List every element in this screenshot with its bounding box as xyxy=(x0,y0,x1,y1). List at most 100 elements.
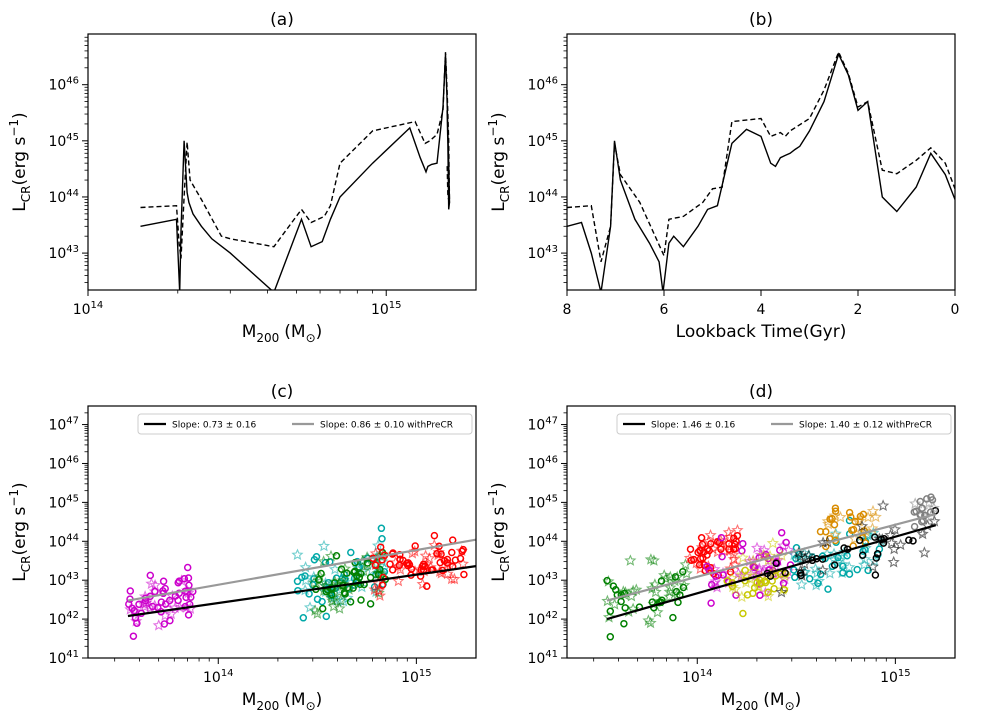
data-point xyxy=(776,570,785,578)
data-point xyxy=(828,509,841,521)
data-point xyxy=(651,605,664,618)
data-point xyxy=(696,546,704,555)
data-point xyxy=(761,560,774,573)
data-point xyxy=(909,537,917,545)
data-point xyxy=(373,589,387,601)
data-point xyxy=(678,578,691,591)
data-point xyxy=(416,577,429,590)
data-point xyxy=(762,589,775,602)
y-axis-label: LCR(erg s−1) xyxy=(486,112,512,211)
fit-line-0 xyxy=(127,565,476,618)
data-point xyxy=(750,541,764,554)
axes-frame xyxy=(566,33,956,291)
data-point xyxy=(377,524,386,533)
data-point xyxy=(441,567,454,580)
data-point xyxy=(720,536,733,549)
data-point xyxy=(704,528,717,541)
data-point xyxy=(853,514,866,527)
data-point xyxy=(184,574,193,582)
data-point xyxy=(129,632,138,640)
x-axis-label: M200 (M⊙) xyxy=(242,322,323,345)
data-point xyxy=(747,564,760,577)
data-point xyxy=(378,535,386,543)
data-point xyxy=(776,546,784,554)
data-point xyxy=(855,519,869,532)
series-line-solid xyxy=(567,52,955,290)
data-point xyxy=(821,514,834,527)
data-point xyxy=(386,560,394,568)
x-axis-label: M200 (M⊙) xyxy=(721,690,802,713)
data-point xyxy=(853,565,861,574)
x-tick-label: 8 xyxy=(563,302,572,318)
data-point xyxy=(388,566,397,574)
data-point xyxy=(602,575,615,587)
data-point xyxy=(420,558,433,570)
data-point xyxy=(430,531,439,540)
data-point xyxy=(308,604,322,616)
data-point xyxy=(135,600,143,609)
series-line-solid xyxy=(140,54,451,290)
data-point xyxy=(299,614,308,622)
data-point xyxy=(322,612,331,621)
data-point xyxy=(459,545,467,554)
fit-line-1 xyxy=(606,513,937,602)
cluster-2 xyxy=(308,548,390,619)
data-point xyxy=(764,588,772,597)
fit-line-1 xyxy=(127,538,476,602)
data-point xyxy=(298,573,306,582)
data-point xyxy=(423,552,436,564)
data-point xyxy=(757,548,770,561)
data-point xyxy=(739,609,747,618)
data-point xyxy=(725,572,739,584)
data-point xyxy=(791,573,799,582)
data-point xyxy=(658,568,671,581)
data-point xyxy=(722,526,735,538)
panel-b: (b) 8 6 4 2 0 1043 1044 1045 1046 Lookback Time(Gy… xyxy=(486,10,959,342)
data-point xyxy=(366,600,375,608)
data-point xyxy=(702,534,715,547)
data-point xyxy=(831,507,840,515)
data-point xyxy=(823,567,836,579)
fit-line-0 xyxy=(606,524,937,621)
y-tick-label: 1046 xyxy=(527,76,558,94)
data-point xyxy=(888,542,901,555)
data-point xyxy=(324,549,338,562)
data-point xyxy=(718,544,731,557)
data-point xyxy=(794,550,807,562)
data-point xyxy=(371,561,380,569)
data-point xyxy=(728,582,742,595)
data-point xyxy=(905,536,913,544)
data-point xyxy=(144,601,157,613)
data-point xyxy=(718,552,726,561)
data-point xyxy=(606,633,615,641)
data-point xyxy=(672,587,681,596)
data-point xyxy=(717,545,725,553)
data-point xyxy=(647,554,660,566)
data-point xyxy=(620,619,628,628)
data-point xyxy=(337,577,350,590)
data-point xyxy=(772,559,780,567)
data-point xyxy=(830,520,839,529)
panel-title: (d) xyxy=(749,382,773,402)
y-tick-label: 1044 xyxy=(48,188,79,206)
data-point xyxy=(830,561,839,569)
data-point xyxy=(308,576,321,589)
data-point xyxy=(456,557,470,570)
y-tick-label: 1043 xyxy=(48,571,79,589)
data-point xyxy=(696,554,705,563)
data-point xyxy=(357,596,365,604)
y-tick-label: 1044 xyxy=(48,532,79,550)
y-tick-label: 1042 xyxy=(527,610,558,628)
data-point xyxy=(686,545,695,553)
y-tick-label: 1044 xyxy=(527,532,558,550)
y-axis-label: LCR(erg s−1) xyxy=(486,482,512,581)
y-tick-label: 1044 xyxy=(527,188,558,206)
data-point xyxy=(369,558,382,571)
data-point xyxy=(669,613,677,622)
data-point xyxy=(866,504,880,517)
data-point xyxy=(777,528,786,537)
y-tick-label: 1045 xyxy=(48,132,79,150)
data-point xyxy=(928,514,941,527)
data-point xyxy=(680,567,693,579)
data-point xyxy=(770,584,778,593)
